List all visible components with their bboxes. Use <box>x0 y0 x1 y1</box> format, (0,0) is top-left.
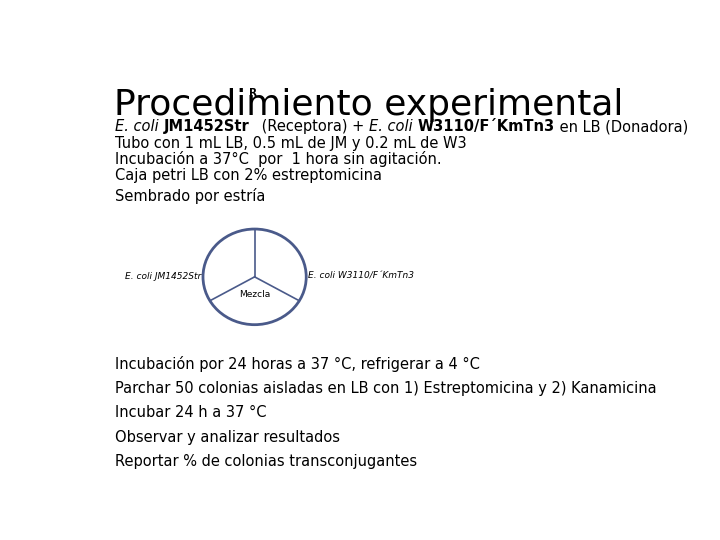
Text: E. coli JM1452Str: E. coli JM1452Str <box>125 272 202 280</box>
Text: Observar y analizar resultados: Observar y analizar resultados <box>115 429 340 444</box>
Text: Sembrado por estría: Sembrado por estría <box>115 188 266 204</box>
Text: Reportar % de colonias transconjugantes: Reportar % de colonias transconjugantes <box>115 454 417 469</box>
Text: Parchar 50 colonias aisladas en LB con 1) Estreptomicina y 2) Kanamicina: Parchar 50 colonias aisladas en LB con 1… <box>115 381 657 396</box>
Text: Tubo con 1 mL LB, 0.5 mL de JM y 0.2 mL de W3: Tubo con 1 mL LB, 0.5 mL de JM y 0.2 mL … <box>115 136 467 151</box>
Text: E. coli: E. coli <box>369 119 418 134</box>
Text: Mezcla: Mezcla <box>239 289 270 299</box>
Text: W3110/F´KmTn3: W3110/F´KmTn3 <box>418 119 554 134</box>
Text: R: R <box>249 89 257 98</box>
Text: Procedimiento experimental: Procedimiento experimental <box>114 87 624 122</box>
Text: (Receptora) +: (Receptora) + <box>257 119 369 134</box>
Text: E. coli: E. coli <box>115 119 163 134</box>
Text: Caja petri LB con 2% estreptomicina: Caja petri LB con 2% estreptomicina <box>115 167 382 183</box>
Text: Incubación a 37°C  por  1 hora sin agitación.: Incubación a 37°C por 1 hora sin agitaci… <box>115 151 442 167</box>
Text: E. coli W3110/F´KmTn3: E. coli W3110/F´KmTn3 <box>308 272 414 280</box>
Text: JM1452Str: JM1452Str <box>163 119 249 134</box>
Text: en LB (Donadora): en LB (Donadora) <box>554 119 688 134</box>
Text: Incubar 24 h a 37 °C: Incubar 24 h a 37 °C <box>115 406 266 421</box>
Text: Incubación por 24 horas a 37 °C, refrigerar a 4 °C: Incubación por 24 horas a 37 °C, refrige… <box>115 356 480 372</box>
